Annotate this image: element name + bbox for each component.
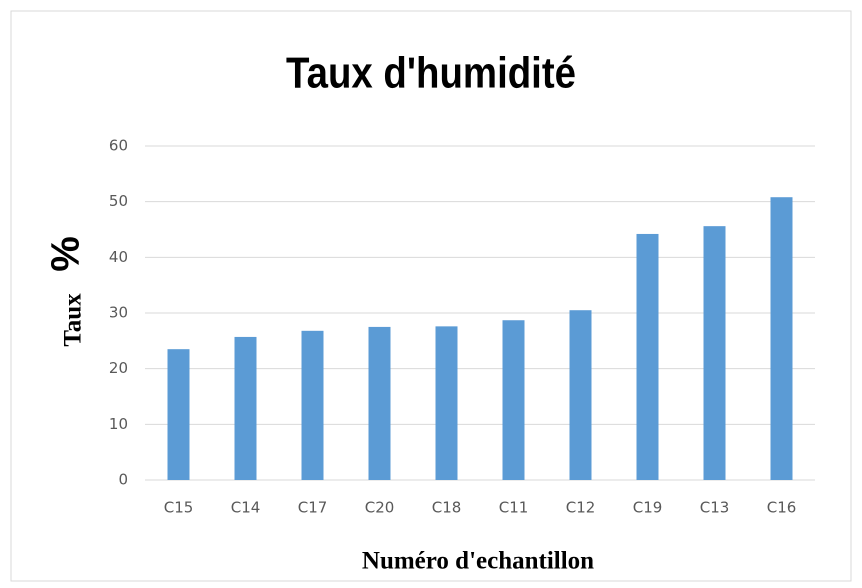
y-tick-label: 40	[109, 248, 128, 266]
x-tick-label: C17	[298, 499, 328, 517]
y-tick-label: 50	[109, 192, 128, 210]
x-tick-label: C15	[164, 499, 194, 517]
x-axis-label: Numéro d'echantillon	[362, 548, 594, 575]
x-tick-label: C12	[566, 499, 596, 517]
bar	[368, 326, 391, 480]
bar	[703, 226, 726, 480]
y-axis-unit: %	[44, 236, 88, 272]
x-tick-label: C14	[231, 499, 261, 517]
chart-title: Taux d'humidité	[286, 49, 576, 98]
bar	[502, 320, 525, 480]
x-tick-label: C20	[365, 499, 395, 517]
bar	[569, 310, 592, 480]
y-tick-label: 10	[109, 415, 128, 433]
y-tick-label: 60	[109, 137, 128, 155]
bar	[301, 330, 324, 480]
y-tick-label: 30	[109, 304, 128, 322]
x-tick-label: C16	[767, 499, 797, 517]
bar	[770, 197, 793, 481]
x-tick-label: C19	[633, 499, 663, 517]
bar	[636, 233, 659, 480]
bar	[435, 326, 458, 480]
x-tick-label: C11	[499, 499, 529, 517]
bar	[234, 336, 257, 480]
x-tick-label: C18	[432, 499, 462, 517]
y-axis-label: Taux	[60, 293, 87, 347]
x-tick-label: C13	[700, 499, 730, 517]
bar	[167, 349, 190, 480]
y-tick-label: 20	[109, 359, 128, 377]
y-tick-label: 0	[118, 471, 128, 489]
